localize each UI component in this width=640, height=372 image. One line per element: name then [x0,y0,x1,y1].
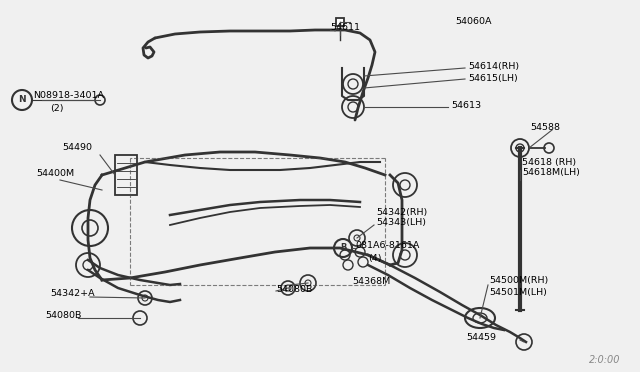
Text: (4): (4) [368,254,381,263]
Text: 54500M(RH): 54500M(RH) [489,276,548,285]
Text: 54615(LH): 54615(LH) [468,74,518,83]
Text: 54490: 54490 [62,144,92,153]
Text: 54459: 54459 [466,333,496,341]
Text: 54501M(LH): 54501M(LH) [489,288,547,296]
Text: 54343(LH): 54343(LH) [376,218,426,228]
Text: 54080B: 54080B [45,311,81,321]
Text: (2): (2) [50,105,63,113]
Text: 54613: 54613 [451,102,481,110]
Text: 54400M: 54400M [36,170,74,179]
Text: N08918-3401A: N08918-3401A [33,92,104,100]
Text: 2:0:00: 2:0:00 [589,355,620,365]
Text: 54342+A: 54342+A [50,289,95,298]
Text: 54618M(LH): 54618M(LH) [522,169,580,177]
Text: 54614(RH): 54614(RH) [468,62,519,71]
Text: 54618 (RH): 54618 (RH) [522,157,576,167]
Text: 081A6-8161A: 081A6-8161A [355,241,419,250]
Text: 54368M: 54368M [352,276,390,285]
Text: 54080B: 54080B [276,285,312,294]
Text: 54342(RH): 54342(RH) [376,208,428,217]
Bar [115,155,137,195]
Text: N: N [18,96,26,105]
Text: 54588: 54588 [530,124,560,132]
Text: 54060A: 54060A [455,17,492,26]
Text: B: B [340,244,346,253]
Text: 54611: 54611 [330,23,360,32]
